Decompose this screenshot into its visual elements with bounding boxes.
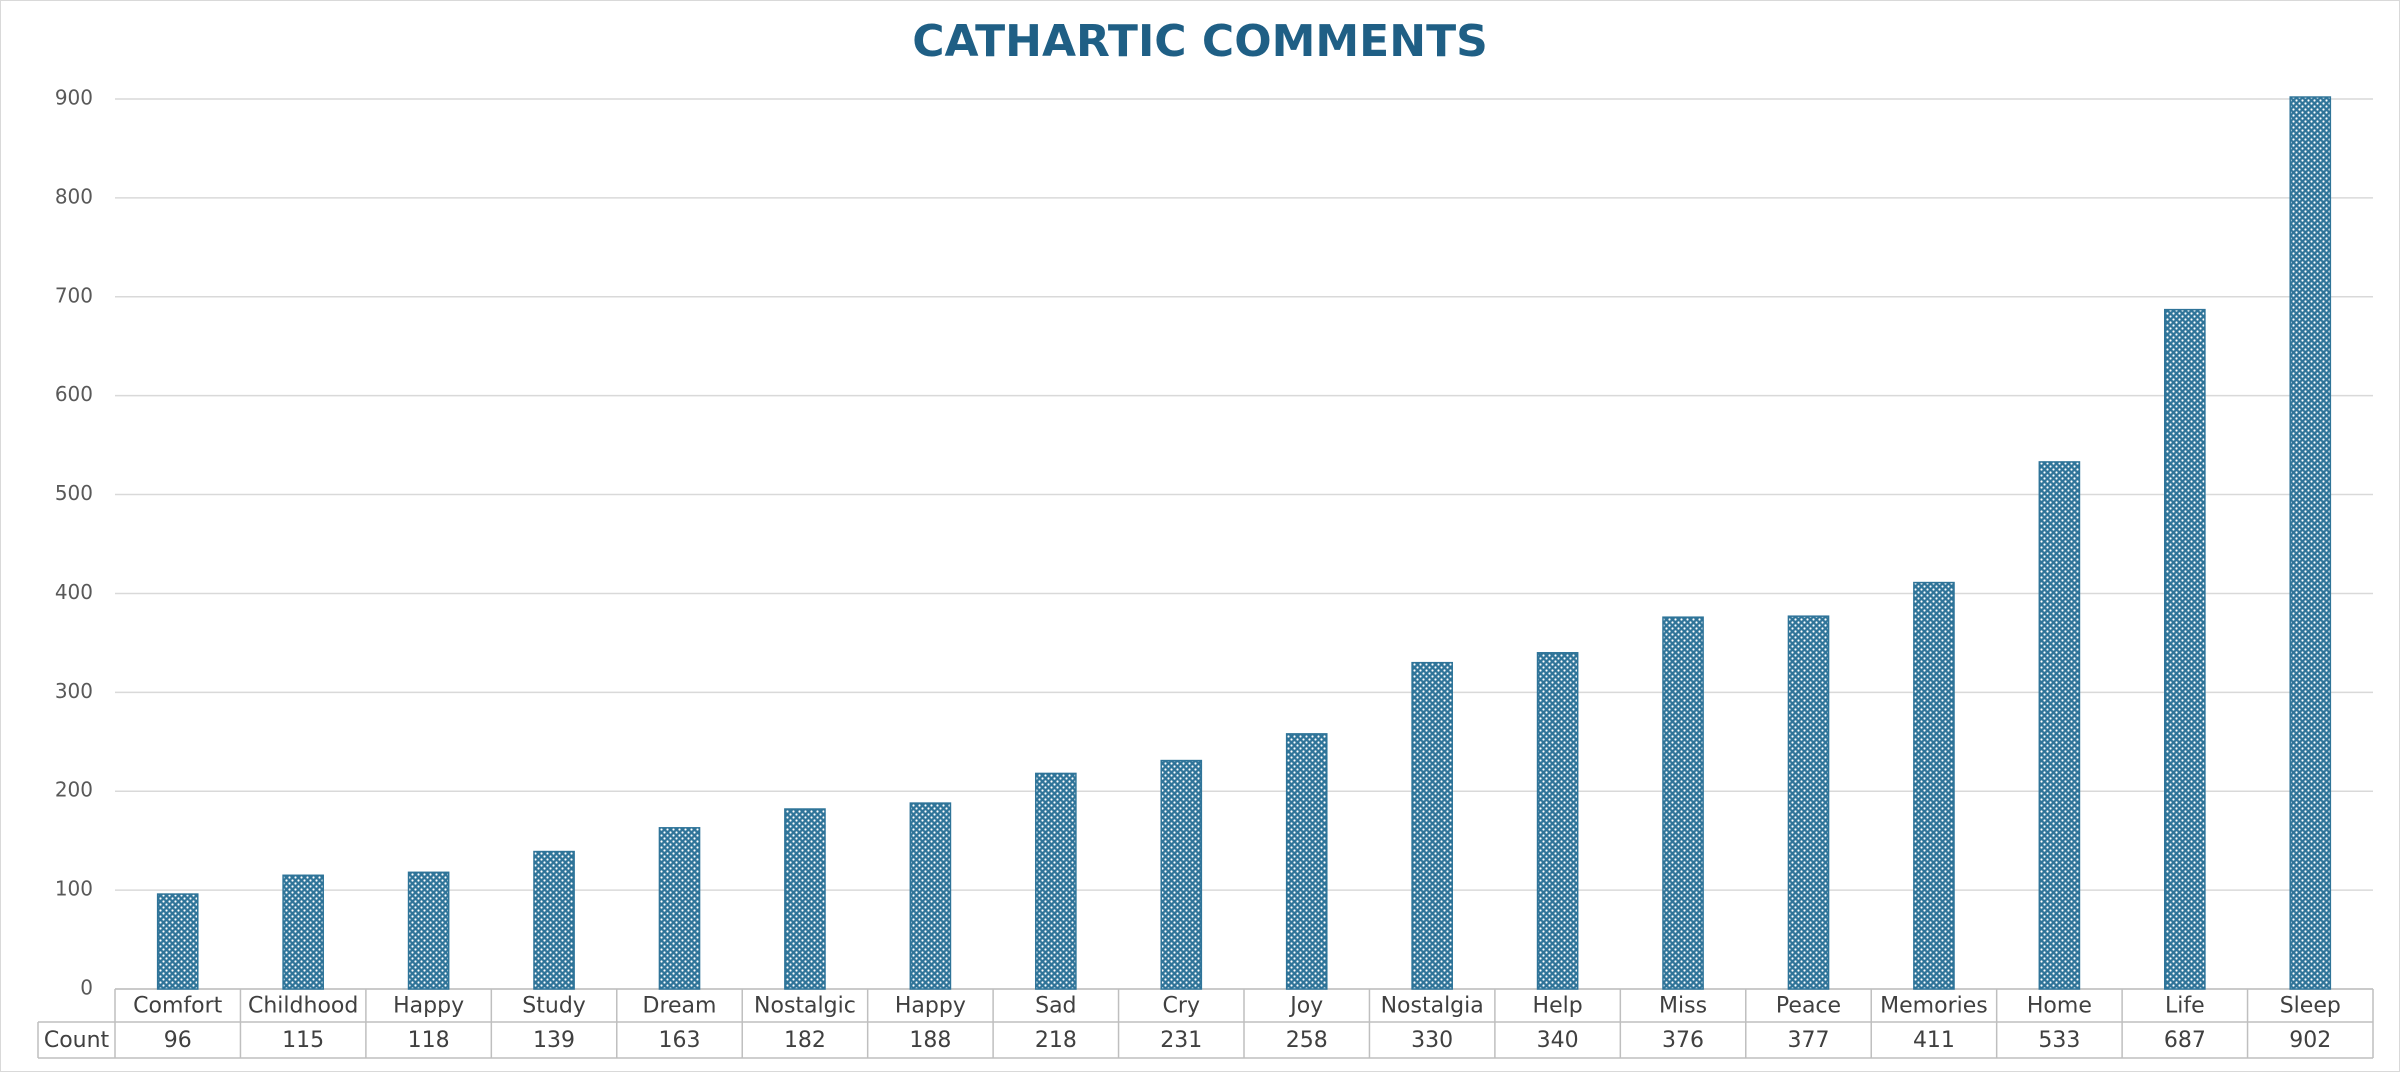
bar xyxy=(282,874,324,990)
bar xyxy=(1411,661,1453,990)
bar xyxy=(1035,772,1077,990)
y-tick-label: 100 xyxy=(55,877,93,901)
x-tick-label: Sleep xyxy=(2280,994,2341,1019)
x-tick-label: Study xyxy=(522,994,586,1019)
table-value: 163 xyxy=(659,1028,701,1053)
y-tick-label: 0 xyxy=(80,976,93,1000)
x-tick-label: Life xyxy=(2165,994,2205,1019)
bar xyxy=(533,850,575,990)
y-tick-label: 500 xyxy=(55,481,93,505)
y-tick-label: 900 xyxy=(55,86,93,110)
table-value: 258 xyxy=(1286,1028,1328,1053)
table-value: 182 xyxy=(784,1028,826,1053)
x-tick-label: Nostalgia xyxy=(1381,994,1484,1019)
bar xyxy=(658,827,701,990)
table-value: 377 xyxy=(1788,1028,1830,1053)
bar xyxy=(784,808,826,990)
bar xyxy=(2289,96,2332,990)
x-tick-label: Memories xyxy=(1880,994,1988,1019)
bar xyxy=(1787,615,1830,990)
table-value: 115 xyxy=(282,1028,324,1053)
table-value: 118 xyxy=(408,1028,450,1053)
x-tick-label: Help xyxy=(1533,994,1583,1019)
table-value: 687 xyxy=(2164,1028,2206,1053)
x-tick-label: Dream xyxy=(643,994,717,1019)
x-tick-label: Cry xyxy=(1163,994,1200,1019)
table-value: 218 xyxy=(1035,1028,1077,1053)
x-tick-label: Peace xyxy=(1776,994,1841,1019)
bar xyxy=(909,802,952,990)
x-tick-label: Happy xyxy=(895,994,966,1019)
bar xyxy=(2038,461,2081,990)
table-value: 330 xyxy=(1411,1028,1453,1053)
table-value: 411 xyxy=(1913,1028,1955,1053)
y-tick-label: 200 xyxy=(55,778,93,802)
y-tick-label: 700 xyxy=(55,283,93,307)
chart-title: CATHARTIC COMMENTS xyxy=(912,16,1488,67)
table-value: 139 xyxy=(533,1028,575,1053)
y-tick-label: 400 xyxy=(55,580,93,604)
table-value: 340 xyxy=(1537,1028,1579,1053)
x-tick-label: Happy xyxy=(393,994,464,1019)
table-value: 376 xyxy=(1662,1028,1704,1053)
bar xyxy=(1913,581,1955,990)
y-tick-label: 600 xyxy=(55,382,93,406)
bar xyxy=(2164,308,2206,990)
x-tick-label: Miss xyxy=(1659,994,1707,1019)
y-tick-label: 800 xyxy=(55,184,93,208)
y-tick-label: 300 xyxy=(55,679,93,703)
bar xyxy=(1160,759,1203,990)
table-value: 188 xyxy=(909,1028,951,1053)
legend-label: Count xyxy=(44,1028,110,1053)
table-value: 96 xyxy=(164,1028,192,1053)
x-tick-label: Sad xyxy=(1035,994,1076,1019)
x-tick-label: Childhood xyxy=(248,994,358,1019)
x-tick-label: Joy xyxy=(1288,994,1323,1019)
x-tick-label: Comfort xyxy=(133,994,223,1019)
bar xyxy=(407,871,450,990)
table-value: 231 xyxy=(1160,1028,1202,1053)
bar xyxy=(1285,733,1328,990)
table-value: 533 xyxy=(2038,1028,2080,1053)
bar xyxy=(1536,652,1579,990)
bar xyxy=(156,893,199,990)
x-tick-label: Home xyxy=(2027,994,2092,1019)
table-value: 902 xyxy=(2289,1028,2331,1053)
x-tick-label: Nostalgic xyxy=(754,994,856,1019)
bar xyxy=(1662,616,1704,990)
